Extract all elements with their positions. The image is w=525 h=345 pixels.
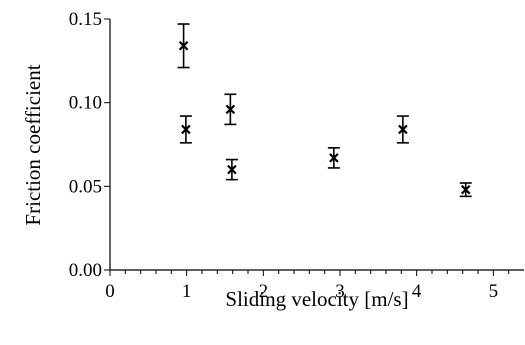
x-tick-label: 5 bbox=[489, 281, 499, 302]
y-tick-label: 0.10 bbox=[69, 93, 102, 114]
x-tick-label: 1 bbox=[182, 281, 192, 302]
x-marker bbox=[398, 124, 408, 135]
data-points bbox=[177, 23, 472, 198]
data-point bbox=[177, 23, 190, 69]
y-axis-title: Friction coefficient bbox=[21, 64, 45, 225]
data-point bbox=[459, 182, 472, 198]
data-point bbox=[224, 93, 237, 126]
x-marker bbox=[227, 164, 237, 175]
x-marker bbox=[460, 184, 471, 195]
x-tick-label: 0 bbox=[105, 281, 115, 302]
axes bbox=[109, 19, 524, 271]
x-marker bbox=[329, 153, 339, 163]
y-tick-label: 0.15 bbox=[69, 9, 102, 30]
y-tick-label: 0.00 bbox=[69, 260, 102, 281]
x-marker bbox=[181, 124, 191, 135]
x-ticks: 0 1 2 3 4 5 bbox=[105, 270, 510, 302]
x-tick-label: 2 bbox=[259, 281, 269, 302]
x-axis-title: Sliding velocity [m/s] bbox=[225, 287, 408, 311]
x-tick-label: 4 bbox=[412, 281, 422, 302]
data-point bbox=[396, 115, 409, 144]
x-tick-label: 3 bbox=[335, 281, 345, 302]
x-marker bbox=[225, 104, 236, 115]
x-marker bbox=[178, 40, 189, 51]
data-point bbox=[225, 158, 238, 181]
data-point bbox=[327, 147, 340, 169]
data-point bbox=[179, 115, 192, 144]
y-ticks: 0.00 0.05 0.10 0.15 bbox=[69, 9, 110, 281]
y-tick-label: 0.05 bbox=[69, 176, 102, 197]
